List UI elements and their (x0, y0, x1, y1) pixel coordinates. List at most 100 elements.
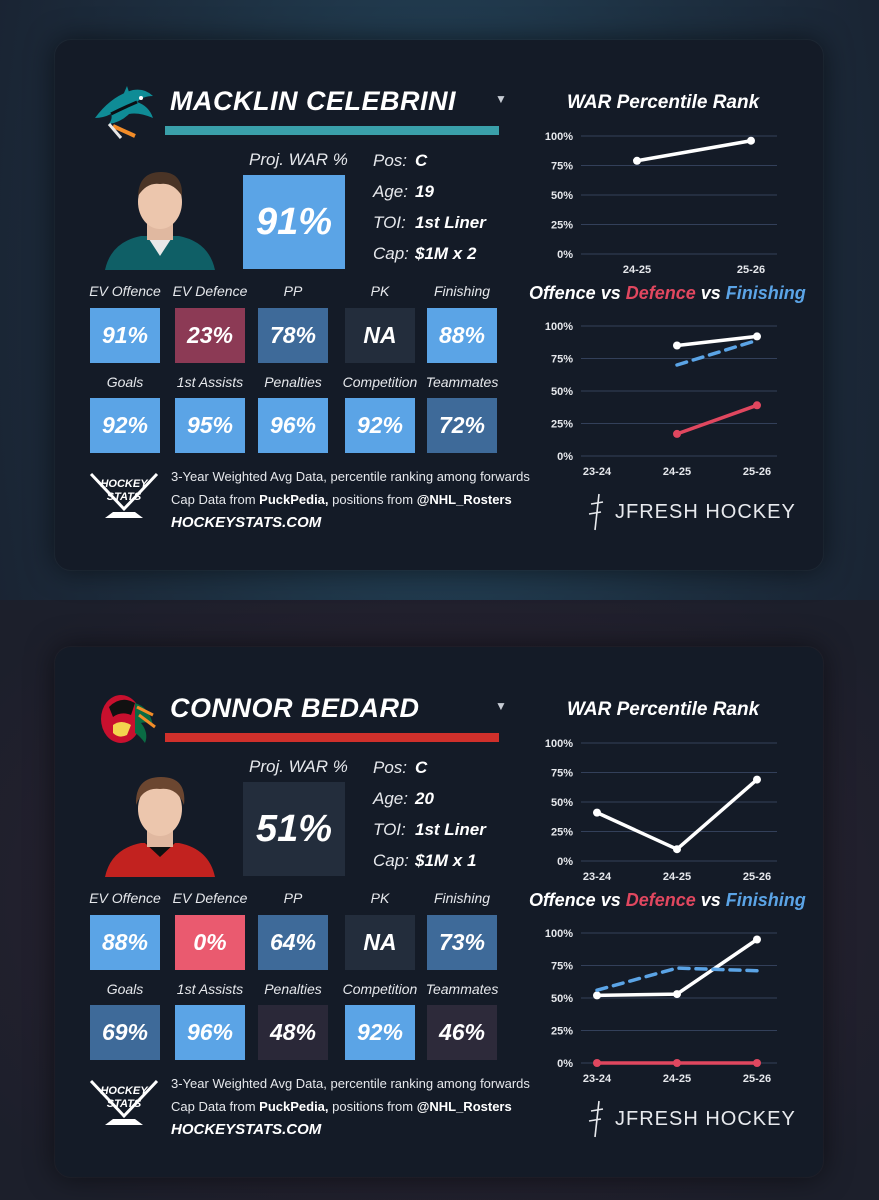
series-line-finishing (595, 966, 759, 992)
y-tick-label: 100% (545, 131, 573, 143)
sharks-logo-icon (95, 86, 153, 139)
stat-value-box: 72% (427, 398, 497, 453)
x-tick-label: 25-26 (743, 466, 771, 478)
y-tick-label: 25% (551, 1026, 573, 1038)
data-point-offence (673, 341, 681, 350)
x-tick-label: 24-25 (623, 264, 651, 276)
data-point-offence (753, 332, 761, 341)
stat-value-box: 92% (90, 398, 160, 453)
footer-credits: Cap Data from PuckPedia, positions from … (171, 492, 512, 507)
y-tick-label: 0% (557, 1058, 573, 1070)
data-point-defence (673, 1059, 681, 1067)
x-tick-label: 23-24 (583, 871, 612, 883)
stat-label: Teammates (425, 374, 499, 390)
war-chart-title: WAR Percentile Rank (567, 699, 760, 720)
y-tick-label: 0% (557, 856, 573, 868)
series-line-defence (675, 403, 759, 436)
proj-war-label: Proj. WAR % (249, 757, 348, 776)
proj-war-value: 51% (243, 782, 345, 876)
player-name: MACKLIN CELEBRINI (170, 86, 456, 116)
info-toi: TOI: 1st Liner (373, 820, 486, 839)
info-cap: Cap: $1M x 2 (373, 244, 477, 263)
footer-note: 3-Year Weighted Avg Data, percentile ran… (171, 1076, 530, 1091)
info-pos: Pos: C (373, 151, 428, 170)
y-tick-label: 50% (551, 190, 573, 202)
info-toi: TOI: 1st Liner (373, 213, 486, 232)
team-color-bar (165, 126, 499, 135)
stat-label: Competition (342, 374, 418, 390)
data-point-war (593, 808, 601, 817)
stat-label: Penalties (264, 374, 322, 390)
stat-value-box: 92% (345, 398, 415, 453)
x-tick-label: 24-25 (663, 871, 691, 883)
x-tick-label: 25-26 (743, 1073, 771, 1085)
stat-label: PK (370, 890, 390, 906)
stat-label: EV Defence (172, 283, 248, 299)
data-point-offence (593, 991, 601, 1000)
data-point-war (633, 156, 641, 165)
stat-value-box: 91% (90, 308, 160, 363)
stat-label: Competition (342, 981, 418, 997)
offence-defence-finishing-chart: 0% 25% 50% 75% 100% 23-24 24-25 25-26 (545, 928, 777, 1085)
stat-value-box: 48% (258, 1005, 328, 1060)
stat-value-box: 96% (258, 398, 328, 453)
y-tick-label: 75% (551, 354, 573, 366)
stat-value-box: 23% (175, 308, 245, 363)
footer-note: 3-Year Weighted Avg Data, percentile ran… (171, 469, 530, 484)
player-card-celebrini: MACKLIN CELEBRINI ▼ Proj. WAR % 91% Pos:… (55, 40, 823, 570)
player-card-bedard: CONNOR BEDARD ▼ Proj. WAR % 51% Pos: C Ag… (55, 647, 823, 1177)
stat-value-box: NA (345, 915, 415, 970)
stat-label: Teammates (425, 981, 499, 997)
info-age: Age: 19 (373, 182, 434, 201)
stat-label: Finishing (433, 890, 491, 906)
data-point-offence (673, 990, 681, 999)
stat-label: Finishing (433, 283, 491, 299)
x-tick-label: 23-24 (583, 1073, 612, 1085)
y-tick-label: 50% (551, 993, 573, 1005)
svg-text:HOCKEY: HOCKEY (100, 478, 149, 490)
data-point-war (753, 775, 761, 784)
hockey-stats-logo-icon: HOCKEY STATS (89, 1079, 159, 1125)
jfresh-logo-icon (588, 493, 604, 531)
stat-value-box: 73% (427, 915, 497, 970)
player-headshot (105, 777, 215, 877)
data-point-offence (753, 935, 761, 944)
ovdvf-chart-title: Offence vs Defence vs Finishing (529, 890, 806, 910)
war-percentile-chart: 0% 25% 50% 75% 100% 23-24 24-25 25-26 (545, 738, 777, 883)
proj-war-label: Proj. WAR % (249, 150, 348, 169)
x-tick-label: 25-26 (743, 871, 771, 883)
info-pos: Pos: C (373, 758, 428, 777)
stat-label: EV Defence (172, 890, 248, 906)
stat-value-box: 46% (427, 1005, 497, 1060)
stat-value-box: 88% (90, 915, 160, 970)
stat-label: EV Offence (89, 890, 161, 906)
stat-value-box: 92% (345, 1005, 415, 1060)
site-link[interactable]: HOCKEYSTATS.COM (171, 514, 322, 531)
stat-value-box: 88% (427, 308, 497, 363)
war-percentile-chart: 0% 25% 50% 75% 100% 24-25 25-26 (545, 131, 777, 276)
team-color-bar (165, 733, 499, 742)
stat-label: PP (283, 890, 303, 906)
stat-label: 1st Assists (176, 981, 244, 997)
stat-value-box: 0% (175, 915, 245, 970)
x-tick-label: 24-25 (663, 466, 691, 478)
data-point-war (747, 136, 755, 145)
series-line-war (635, 138, 753, 163)
stat-label: Goals (106, 981, 144, 997)
stat-value-box: 96% (175, 1005, 245, 1060)
site-link[interactable]: HOCKEYSTATS.COM (171, 1121, 322, 1138)
chevron-down-icon[interactable]: ▼ (495, 699, 507, 713)
stat-value-box: 78% (258, 308, 328, 363)
stat-label: EV Offence (89, 283, 161, 299)
series-line-finishing (675, 338, 759, 367)
proj-war-value: 91% (243, 175, 345, 269)
player-headshot (105, 172, 215, 270)
hockey-stats-logo-icon: HOCKEY STATS (89, 472, 159, 518)
war-chart-title: WAR Percentile Rank (567, 92, 760, 113)
blackhawks-logo-icon (101, 695, 156, 743)
footer-credits: Cap Data from PuckPedia, positions from … (171, 1099, 512, 1114)
jfresh-logo-icon (588, 1100, 604, 1138)
jfresh-brand: JFRESH HOCKEY (585, 1099, 796, 1139)
chevron-down-icon[interactable]: ▼ (495, 92, 507, 106)
stat-label: Penalties (264, 981, 322, 997)
